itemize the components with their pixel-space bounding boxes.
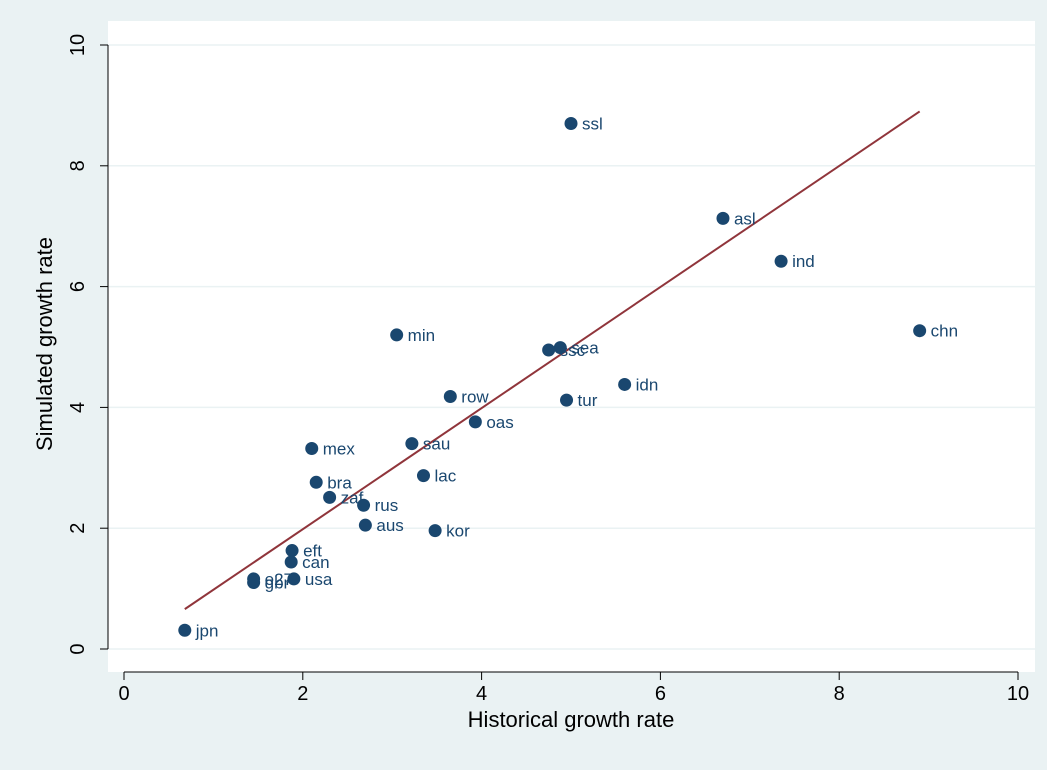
data-point [285, 544, 299, 558]
point-label: ind [792, 252, 815, 271]
data-point [247, 576, 261, 590]
point-label: tur [578, 391, 598, 410]
point-label: chn [931, 322, 958, 341]
point-label: ssc [560, 341, 586, 360]
point-label: gbr [265, 574, 290, 593]
y-tick-label: 2 [67, 523, 89, 534]
point-label: min [408, 326, 435, 345]
data-point [560, 393, 574, 407]
data-point [357, 498, 371, 512]
data-point [178, 623, 192, 637]
x-tick-label: 10 [1007, 683, 1029, 705]
point-label: lac [434, 467, 456, 486]
point-label: oas [486, 413, 513, 432]
x-tick-label: 6 [655, 683, 666, 705]
data-point [774, 254, 788, 268]
data-point [542, 343, 556, 357]
point-label: sea [571, 339, 599, 358]
point-label: sau [423, 435, 450, 454]
data-point [443, 390, 457, 404]
x-tick-label: 2 [297, 683, 308, 705]
data-point [405, 437, 419, 451]
fit-line [184, 110, 921, 610]
data-point [716, 211, 730, 225]
point-label: usa [305, 570, 333, 589]
data-point [553, 341, 567, 355]
data-point [305, 441, 319, 455]
data-point [390, 328, 404, 342]
point-label: kor [446, 522, 470, 541]
point-label: can [302, 553, 329, 572]
y-tick-label: 6 [67, 281, 89, 292]
point-label: e27 [265, 570, 293, 589]
x-tick-label: 8 [834, 683, 845, 705]
point-label: rus [375, 496, 399, 515]
point-label: idn [636, 375, 659, 394]
fit-line-layer [184, 110, 921, 610]
data-point [416, 469, 430, 483]
data-point [323, 490, 337, 504]
y-tick-label: 4 [67, 402, 89, 413]
point-label: asl [734, 209, 756, 228]
data-point [468, 415, 482, 429]
y-tick-label: 8 [67, 160, 89, 171]
axes: 0 2 4 6 8 10 0 2 4 6 8 10 [67, 34, 1029, 705]
y-tick-label: 10 [67, 34, 89, 56]
data-point [618, 377, 632, 391]
data-point [428, 524, 442, 538]
y-axis-title: Simulated growth rate [32, 237, 57, 451]
data-point [564, 117, 578, 131]
y-tick-label: 0 [67, 643, 89, 654]
point-label: aus [376, 516, 403, 535]
x-tick-label: 4 [476, 683, 487, 705]
data-point [358, 518, 372, 532]
point-label: eft [303, 542, 322, 561]
data-point [284, 555, 298, 569]
point-label: jpn [195, 621, 219, 640]
x-axis-title: Historical growth rate [468, 707, 675, 732]
point-label: row [461, 388, 489, 407]
data-point [287, 572, 301, 586]
x-tick-label: 0 [118, 683, 129, 705]
point-label: bra [327, 473, 352, 492]
data-point [309, 475, 323, 489]
data-point [913, 324, 927, 338]
point-label: ssl [582, 115, 603, 134]
point-label: mex [323, 439, 356, 458]
grid-lines [108, 44, 1035, 650]
